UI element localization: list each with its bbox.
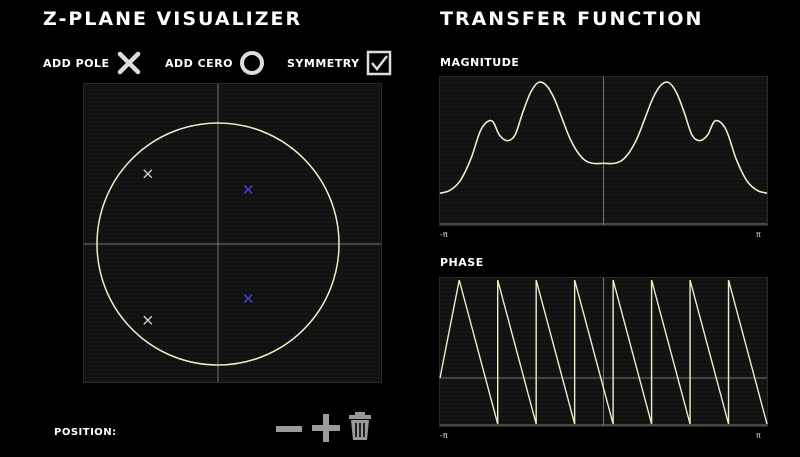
transfer-title: TRANSFER FUNCTION [440,8,704,30]
zplane-plot[interactable] [84,84,381,382]
phase-xmin-label: -π [440,431,448,440]
magnitude-chart [439,76,768,226]
position-label: POSITION: [54,427,117,438]
phase-label: PHASE [440,256,484,269]
pole-marker[interactable] [243,185,253,195]
add-zero-label: ADD CERO [165,56,234,70]
pole-marker[interactable] [243,293,253,303]
add-zero-circle-icon [239,50,265,76]
add-pole-x-icon [116,50,142,76]
symmetry-label: SYMMETRY [287,56,360,70]
phase-curve [439,279,768,425]
plus-icon [311,413,341,443]
magnitude-curve [439,81,768,194]
unit-circle [96,122,340,366]
delete-button[interactable] [348,411,372,441]
pole-marker[interactable] [143,169,153,179]
plus-button[interactable] [311,413,341,443]
magnitude-label: MAGNITUDE [440,56,520,69]
minus-icon [275,415,303,443]
add-pole-button[interactable]: ADD POLE [43,50,142,76]
trash-icon [348,411,372,441]
zplane-canvas[interactable] [83,83,382,383]
add-pole-label: ADD POLE [43,56,110,70]
zplane-title: Z-PLANE VISUALIZER [43,8,303,30]
magnitude-plot [439,77,768,225]
phase-chart [439,277,768,427]
pole-marker[interactable] [143,315,153,325]
phase-plot [439,278,768,426]
symmetry-toggle[interactable]: SYMMETRY [287,50,392,76]
magnitude-xmax-label: π [756,230,761,239]
minus-button[interactable] [275,415,303,443]
phase-xmax-label: π [756,431,761,440]
magnitude-xmin-label: -π [440,230,448,239]
symmetry-checkbox-icon[interactable] [366,50,392,76]
add-zero-button[interactable]: ADD CERO [165,50,265,76]
